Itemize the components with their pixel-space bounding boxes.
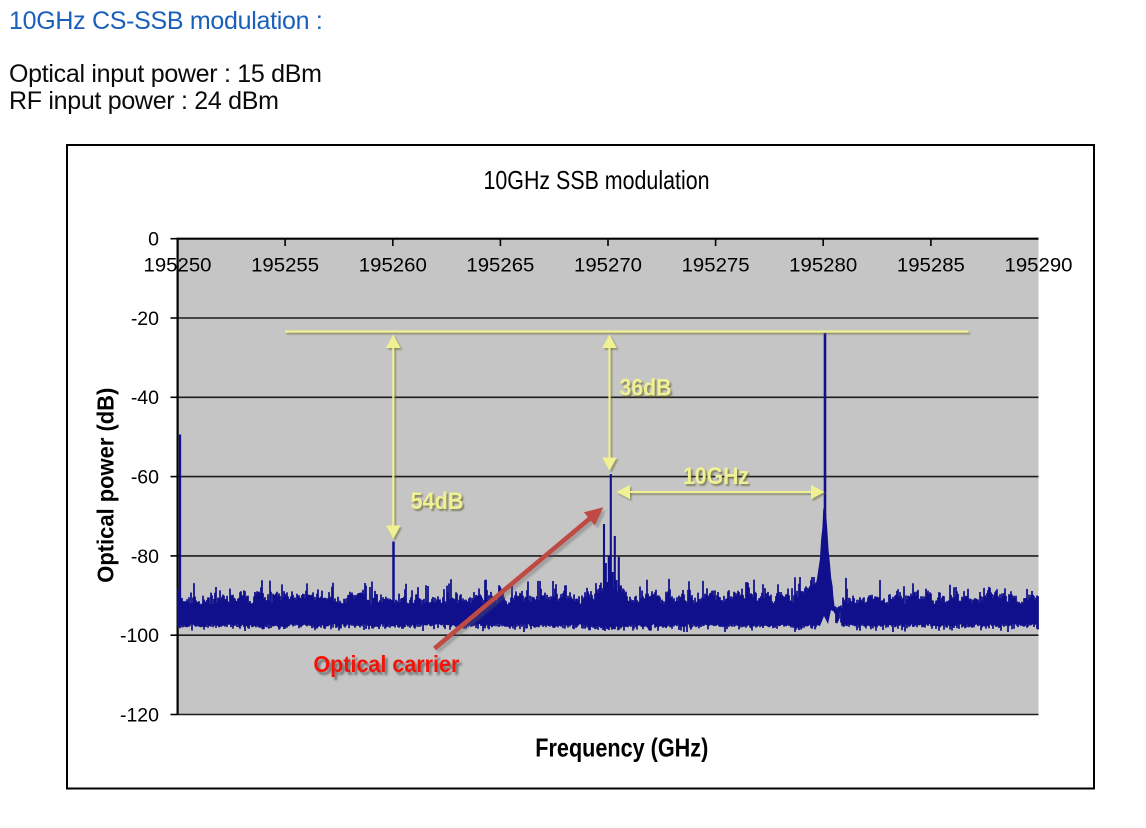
svg-text:195280: 195280 (789, 254, 857, 276)
svg-text:195285: 195285 (897, 254, 965, 276)
svg-text:195250: 195250 (144, 254, 212, 276)
svg-text:195255: 195255 (251, 254, 319, 276)
svg-text:-120: -120 (120, 704, 159, 726)
svg-text:195290: 195290 (1005, 254, 1073, 276)
svg-text:36dB: 36dB (620, 375, 672, 402)
svg-text:-20: -20 (131, 308, 159, 330)
svg-text:Optical carrier: Optical carrier (316, 654, 462, 680)
svg-text:10GHz: 10GHz (683, 463, 749, 490)
svg-text:10GHz SSB modulation: 10GHz SSB modulation (484, 165, 710, 195)
svg-text:195270: 195270 (574, 254, 642, 276)
svg-text:10GHz: 10GHz (685, 465, 751, 492)
svg-text:0: 0 (148, 229, 159, 251)
svg-text:195260: 195260 (359, 254, 427, 276)
svg-text:-80: -80 (131, 546, 159, 568)
svg-text:195265: 195265 (466, 254, 534, 276)
svg-text:36dB: 36dB (621, 377, 673, 404)
svg-text:-100: -100 (120, 625, 159, 647)
svg-text:-40: -40 (131, 387, 159, 409)
svg-text:54dB: 54dB (411, 488, 464, 515)
svg-text:54dB: 54dB (412, 490, 465, 517)
svg-text:Optical carrier: Optical carrier (313, 651, 459, 677)
svg-text:-60: -60 (131, 467, 159, 489)
svg-text:195275: 195275 (682, 254, 750, 276)
svg-text:Optical power (dB): Optical power (dB) (93, 388, 119, 583)
svg-text:Frequency (GHz): Frequency (GHz) (535, 733, 708, 763)
